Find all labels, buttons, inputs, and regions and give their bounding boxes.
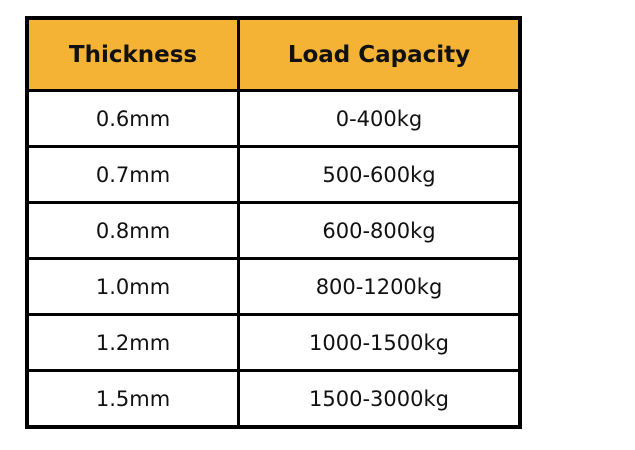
load-capacity-cell: 1500-3000kg	[237, 369, 522, 429]
thickness-cell: 0.6mm	[25, 89, 240, 148]
table-row: 0.7mm 500-600kg	[25, 145, 522, 204]
thickness-cell: 0.7mm	[25, 145, 240, 204]
table-row: 1.0mm 800-1200kg	[25, 257, 522, 316]
thickness-load-table: Thickness Load Capacity 0.6mm 0-400kg 0.7m…	[25, 16, 522, 429]
load-capacity-cell: 800-1200kg	[237, 257, 522, 316]
header-row: Thickness Load Capacity	[25, 16, 522, 92]
thickness-cell: 1.5mm	[25, 369, 240, 429]
load-capacity-cell: 600-800kg	[237, 201, 522, 260]
column-header-load-capacity: Load Capacity	[237, 16, 522, 92]
thickness-cell: 1.2mm	[25, 313, 240, 372]
thickness-cell: 0.8mm	[25, 201, 240, 260]
load-capacity-cell: 500-600kg	[237, 145, 522, 204]
thickness-cell: 1.0mm	[25, 257, 240, 316]
column-header-thickness: Thickness	[25, 16, 240, 92]
load-capacity-cell: 0-400kg	[237, 89, 522, 148]
table-row: 0.6mm 0-400kg	[25, 89, 522, 148]
table-row: 1.5mm 1500-3000kg	[25, 369, 522, 429]
table-row: 1.2mm 1000-1500kg	[25, 313, 522, 372]
table-row: 0.8mm 600-800kg	[25, 201, 522, 260]
load-capacity-cell: 1000-1500kg	[237, 313, 522, 372]
